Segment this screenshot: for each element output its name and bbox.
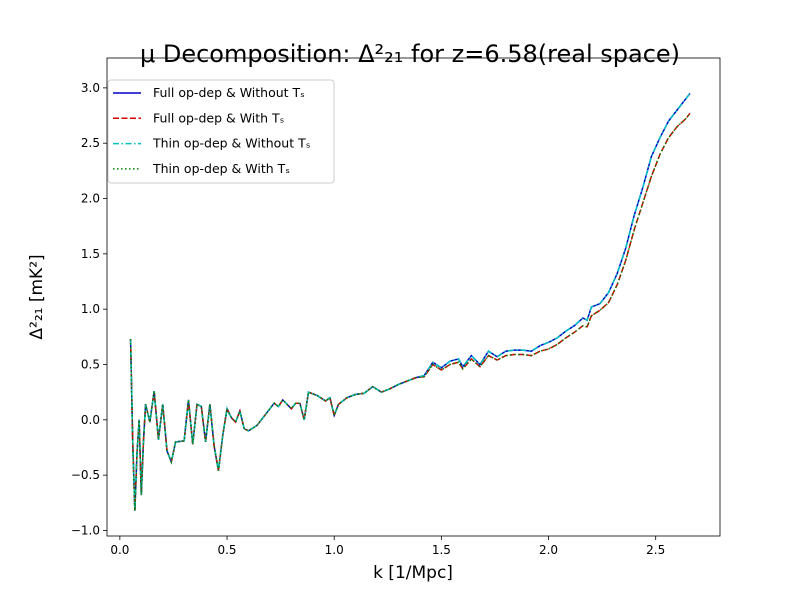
x-tick-label: 1.0 <box>325 543 344 557</box>
y-axis-label: Δ²₂₁ [mK²] <box>27 254 47 339</box>
legend-label: Thin op-dep & Without Tₛ <box>152 136 310 151</box>
x-tick-label: 2.0 <box>539 543 558 557</box>
y-tick-label: 0.0 <box>81 413 100 427</box>
legend-label: Full op-dep & Without Tₛ <box>153 85 305 100</box>
x-tick-label: 1.5 <box>432 543 451 557</box>
legend-label: Full op-dep & With Tₛ <box>153 110 284 125</box>
legend-box <box>107 79 335 184</box>
axes-frame <box>106 57 721 537</box>
legend-label: Thin op-dep & With Tₛ <box>152 161 290 176</box>
y-tick-label: 1.0 <box>81 302 100 316</box>
y-tick-label: −0.5 <box>71 468 100 482</box>
y-tick-label: 0.5 <box>81 357 100 371</box>
y-tick-label: 3.0 <box>81 81 100 95</box>
y-tick-label: 1.5 <box>81 247 100 261</box>
y-tick-label: 2.5 <box>81 136 100 150</box>
y-tick-label: 2.0 <box>81 192 100 206</box>
series-line <box>129 92 691 511</box>
x-axis-label: k [1/Mpc] <box>373 563 453 583</box>
y-tick-label: −1.0 <box>71 523 100 537</box>
x-tick-label: 0.5 <box>217 543 236 557</box>
x-tick-label: 2.5 <box>646 543 665 557</box>
x-tick-label: 0.0 <box>110 543 129 557</box>
chart-title: μ Decomposition: Δ²₂₁ for z=6.58(real sp… <box>140 40 680 68</box>
